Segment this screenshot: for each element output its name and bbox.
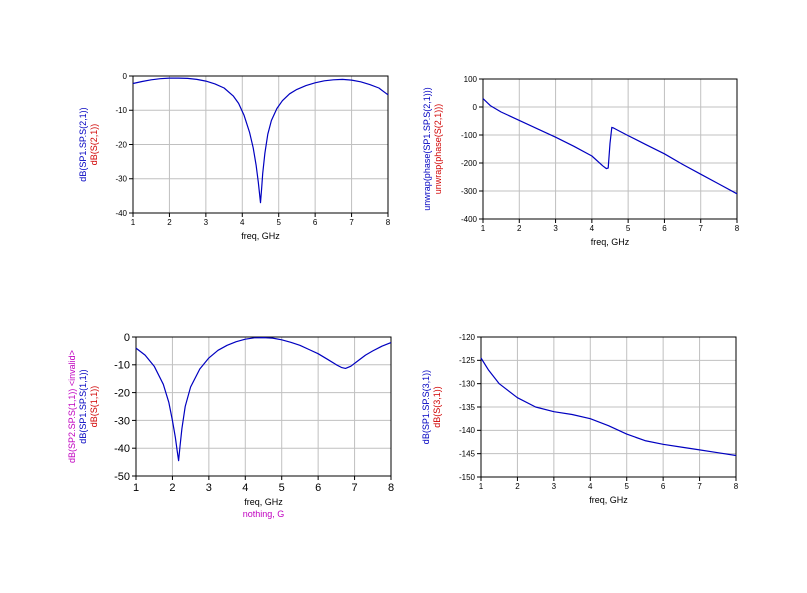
series-line-1 [132, 77, 389, 204]
series-line-1 [482, 98, 738, 195]
y-tick-label: -30 [115, 175, 127, 184]
plot-frame [482, 78, 738, 220]
y-tick-label: -200 [461, 159, 478, 168]
x-tick-label: 2 [169, 482, 175, 494]
y-axis-label: dB(SP1.SP.S(3,1)) [421, 370, 431, 444]
x-tick-label: 2 [517, 224, 522, 233]
x-tick-label: 4 [588, 482, 593, 491]
y-tick-label: -125 [459, 356, 476, 365]
x-axis-label-secondary: nothing, G [243, 509, 285, 519]
x-tick-label: 3 [553, 224, 558, 233]
x-tick-label: 4 [590, 224, 595, 233]
y-tick-label: 0 [473, 103, 478, 112]
y-tick-label: -40 [115, 209, 127, 218]
x-tick-label: 5 [279, 482, 285, 494]
x-tick-label: 8 [734, 482, 739, 491]
x-tick-label: 5 [626, 224, 631, 233]
y-axis-label: dB(SP2.SP.S(1,1)) <invalid> [67, 350, 77, 463]
x-tick-label: 2 [167, 218, 172, 227]
y-tick-label: -120 [459, 333, 476, 342]
y-tick-label: 100 [464, 75, 478, 84]
y-axis-label: unwrap(phase(SP1.SP.S(2,1))) [422, 87, 432, 210]
x-tick-label: 3 [552, 482, 557, 491]
x-tick-label: 8 [735, 224, 740, 233]
plot-frame [135, 336, 392, 477]
x-tick-label: 1 [133, 482, 139, 494]
x-axis-label: freq, GHz [241, 231, 280, 241]
x-tick-label: 6 [315, 482, 321, 494]
plot-frame [132, 75, 389, 214]
x-tick-label: 7 [352, 482, 358, 494]
y-axis-label: dB(S(1,1)) [89, 386, 99, 428]
x-tick-label: 6 [313, 218, 318, 227]
y-tick-label: -150 [459, 473, 476, 482]
y-tick-label: -30 [114, 415, 130, 427]
x-tick-label: 1 [479, 482, 484, 491]
x-tick-label: 1 [481, 224, 486, 233]
x-tick-label: 7 [697, 482, 702, 491]
y-tick-label: 0 [124, 332, 130, 344]
x-tick-label: 7 [349, 218, 354, 227]
y-tick-label: -300 [461, 187, 478, 196]
y-tick-label: -10 [114, 360, 130, 372]
x-axis-label: freq, GHz [589, 495, 628, 505]
x-tick-label: 4 [242, 482, 248, 494]
plot-frame [480, 336, 737, 478]
y-tick-label: 0 [123, 72, 128, 81]
chart-4: 1 2 3 4 5 6 7 8 -120 -125 -130 -135 -140 -145 -150 freq… [421, 333, 739, 505]
x-tick-label: 3 [206, 482, 212, 494]
y-axis-label: dB(S(3,1)) [432, 386, 442, 428]
x-tick-label: 7 [698, 224, 703, 233]
y-tick-label: -400 [461, 215, 478, 224]
y-tick-label: -140 [459, 426, 476, 435]
plot-area [136, 337, 391, 476]
y-tick-label: -20 [114, 387, 130, 399]
x-tick-label: 2 [515, 482, 520, 491]
chart-2: 1 2 3 4 5 6 7 8 100 0 -100 -200 -300 -400 freq, GHz unw… [422, 75, 740, 247]
x-tick-label: 8 [388, 482, 394, 494]
y-axis-label: dB(SP1.SP.S(1,1)) [78, 369, 88, 443]
y-axis-label: unwrap(phase(S(2,1))) [433, 104, 443, 195]
y-tick-label: -100 [461, 131, 478, 140]
x-axis-label: freq, GHz [591, 237, 630, 247]
chart-3: 1 2 3 4 5 6 7 8 0 -10 -20 -30 -40 -50 freq, GHz nothing… [67, 332, 394, 519]
series-line-1 [135, 337, 392, 462]
y-tick-label: -10 [115, 106, 127, 115]
y-tick-label: -145 [459, 449, 476, 458]
x-axis-label: freq, GHz [244, 497, 283, 507]
y-axis-label: dB(SP1.SP.S(2,1)) [78, 107, 88, 181]
y-tick-label: -130 [459, 379, 476, 388]
chart-1: 1 2 3 4 5 6 7 8 0 -10 -20 -30 -40 freq, GHz dB(SP1.SP.… [78, 72, 391, 241]
x-tick-label: 3 [204, 218, 209, 227]
y-axis-label: dB(S(2,1)) [89, 124, 99, 166]
series-line-1 [480, 357, 737, 457]
x-tick-label: 4 [240, 218, 245, 227]
x-tick-label: 5 [276, 218, 281, 227]
x-tick-label: 8 [386, 218, 391, 227]
x-tick-label: 1 [131, 218, 136, 227]
y-tick-label: -50 [114, 471, 130, 483]
y-tick-label: -20 [115, 140, 127, 149]
y-tick-label: -40 [114, 443, 130, 455]
y-tick-label: -135 [459, 403, 476, 412]
x-tick-label: 5 [624, 482, 629, 491]
x-tick-label: 6 [661, 482, 666, 491]
x-tick-label: 6 [662, 224, 667, 233]
